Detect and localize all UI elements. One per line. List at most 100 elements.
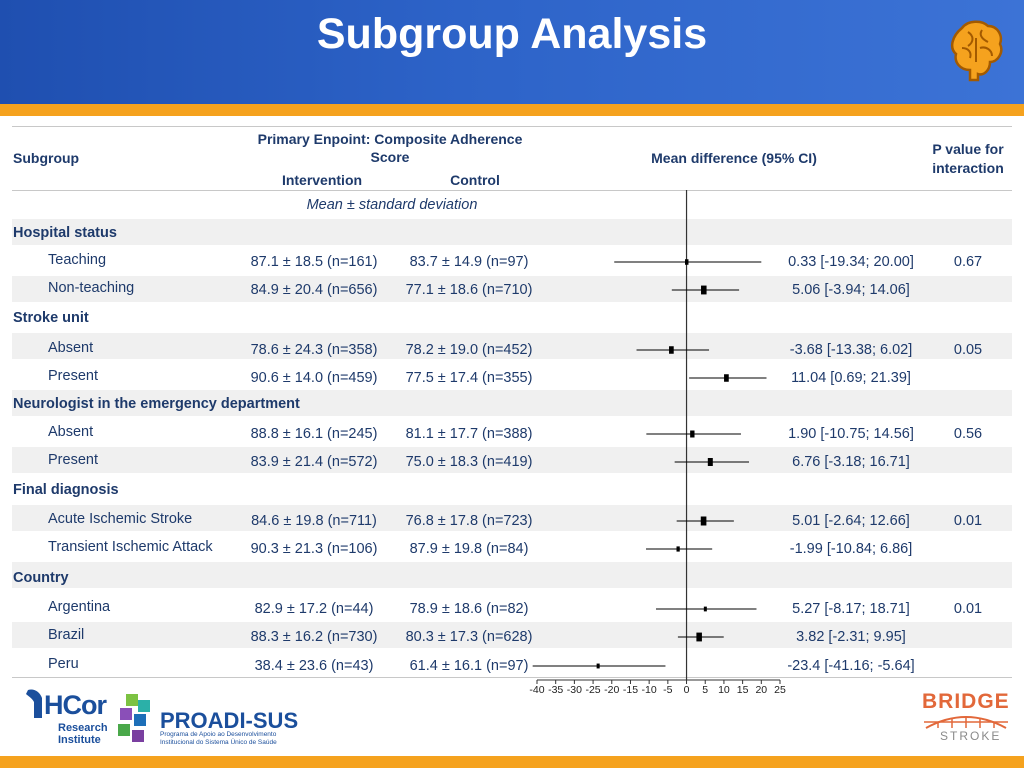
point-estimate xyxy=(703,606,707,612)
table-bottom-rule xyxy=(12,677,1012,678)
group-heading: Neurologist in the emergency department xyxy=(13,396,300,412)
p-interaction-value: 0.56 xyxy=(953,426,983,442)
mean-diff-ci: -23.4 [-41.16; -5.64] xyxy=(787,658,915,674)
intervention-value: 82.9 ± 17.2 (n=44) xyxy=(254,601,374,617)
mean-diff-header: Mean difference (95% CI) xyxy=(651,150,817,166)
table-top-rule xyxy=(12,126,1012,127)
control-value: 78.2 ± 19.0 (n=452) xyxy=(405,342,533,358)
row-band-3 xyxy=(12,390,1012,416)
intervention-value: 88.8 ± 16.1 (n=245) xyxy=(250,426,378,442)
intervention-value: 87.1 ± 18.5 (n=161) xyxy=(250,254,378,270)
stroke-wordmark: STROKE xyxy=(940,729,1002,743)
intervention-value: 88.3 ± 16.2 (n=730) xyxy=(250,629,378,645)
mean-diff-ci: 6.76 [-3.18; 16.71] xyxy=(792,454,910,470)
point-estimate xyxy=(690,430,695,438)
x-tick-label: -40 xyxy=(529,684,544,696)
pvalue-header-line1: P value for xyxy=(932,141,1004,157)
x-tick-label: 5 xyxy=(702,684,708,696)
x-tick-label: -5 xyxy=(663,684,672,696)
control-value: 61.4 ± 16.1 (n=97) xyxy=(409,658,529,674)
row-band-5 xyxy=(12,505,1012,531)
x-tick-label: 0 xyxy=(684,684,690,696)
control-value: 87.9 ± 19.8 (n=84) xyxy=(409,541,529,557)
point-estimate xyxy=(701,285,707,295)
proadi-cubes-icon xyxy=(118,694,150,742)
hcor-tagline-2: Institute xyxy=(58,734,101,746)
x-tick-label: -35 xyxy=(548,684,563,696)
mean-diff-ci: 5.06 [-3.94; 14.06] xyxy=(792,282,910,298)
hcor-tagline-1: Research xyxy=(58,722,108,734)
intervention-value: 78.6 ± 24.3 (n=358) xyxy=(250,342,378,358)
stat-note: Mean ± standard deviation xyxy=(306,197,478,213)
intervention-value: 84.9 ± 20.4 (n=656) xyxy=(250,282,378,298)
point-estimate xyxy=(700,516,707,526)
intervention-value: 84.6 ± 19.8 (n=711) xyxy=(251,513,377,529)
control-value: 83.7 ± 14.9 (n=97) xyxy=(409,254,529,270)
row-band-6 xyxy=(12,562,1012,588)
bridge-arch-icon xyxy=(924,716,1008,729)
x-tick-label: 15 xyxy=(737,684,749,696)
x-tick-label: 20 xyxy=(755,684,767,696)
group-heading: Country xyxy=(13,570,69,586)
p-interaction-value: 0.01 xyxy=(953,513,983,529)
point-estimate xyxy=(676,546,680,552)
group-heading: Hospital status xyxy=(13,225,117,241)
control-value: 80.3 ± 17.3 (n=628) xyxy=(405,629,533,645)
subgroup-label: Peru xyxy=(48,656,79,672)
group-heading: Stroke unit xyxy=(13,310,89,326)
pvalue-header-line2: interaction xyxy=(932,160,1004,176)
x-tick-label: 25 xyxy=(774,684,786,696)
intervention-value: 38.4 ± 23.6 (n=43) xyxy=(254,658,374,674)
control-value: 76.8 ± 17.8 (n=723) xyxy=(405,513,533,529)
mean-diff-ci: 0.33 [-19.34; 20.00] xyxy=(788,254,914,270)
p-interaction-value: 0.05 xyxy=(953,342,983,358)
mean-diff-ci: 1.90 [-10.75; 14.56] xyxy=(788,426,914,442)
x-tick-label: -15 xyxy=(623,684,638,696)
point-estimate xyxy=(724,374,729,382)
header-rule xyxy=(12,190,1012,191)
subgroup-header: Subgroup xyxy=(13,150,80,166)
x-tick-label: -20 xyxy=(604,684,619,696)
mean-diff-ci: 5.27 [-8.17; 18.71] xyxy=(792,601,910,617)
mean-diff-ci: 5.01 [-2.64; 12.66] xyxy=(792,513,910,529)
proadi-tagline-2: Institucional do Sistema Único de Saúde xyxy=(160,739,277,746)
subgroup-label: Teaching xyxy=(48,252,107,268)
row-band-4 xyxy=(12,447,1012,473)
control-value: 78.9 ± 18.6 (n=82) xyxy=(409,601,529,617)
point-estimate xyxy=(669,346,674,354)
row-band-7 xyxy=(12,622,1012,648)
intervention-value: 90.6 ± 14.0 (n=459) xyxy=(250,370,378,386)
point-estimate xyxy=(684,259,689,265)
subgroup-label: Present xyxy=(48,452,98,468)
x-tick-label: 10 xyxy=(718,684,730,696)
group-heading: Final diagnosis xyxy=(13,482,119,498)
mean-diff-ci: -3.68 [-13.38; 6.02] xyxy=(789,342,913,358)
page-title: Subgroup Analysis xyxy=(316,10,708,58)
header-accent-bar xyxy=(0,104,1024,116)
proadi-tagline-1: Programa de Apoio ao Desenvolvimento xyxy=(160,731,277,738)
footer-accent-bar xyxy=(0,756,1024,768)
point-estimate xyxy=(596,663,600,669)
mean-diff-ci: 3.82 [-2.31; 9.95] xyxy=(796,629,906,645)
hcor-heart-icon xyxy=(26,689,42,718)
hcor-wordmark: HCor xyxy=(44,690,107,720)
endpoint-header-line2: Score xyxy=(370,149,410,165)
brain-icon xyxy=(950,20,1003,82)
p-interaction-value: 0.67 xyxy=(953,254,983,270)
subgroup-label: Present xyxy=(48,368,98,384)
x-tick-label: -25 xyxy=(585,684,600,696)
subgroup-label: Brazil xyxy=(48,627,85,643)
control-value: 77.1 ± 18.6 (n=710) xyxy=(405,282,533,298)
bridge-wordmark: BRIDGE xyxy=(922,690,1010,713)
title-banner: Subgroup Analysis xyxy=(0,0,1024,104)
row-band-0 xyxy=(12,219,1012,245)
control-value: 77.5 ± 17.4 (n=355) xyxy=(405,370,533,386)
point-estimate xyxy=(707,458,713,466)
subgroup-label: Transient Ischemic Attack xyxy=(48,539,213,555)
row-band-1 xyxy=(12,276,1012,302)
endpoint-header-line1: Primary Enpoint: Composite Adherence xyxy=(257,131,523,147)
mean-diff-ci: -1.99 [-10.84; 6.86] xyxy=(789,541,913,557)
control-value: 75.0 ± 18.3 (n=419) xyxy=(405,454,533,470)
intervention-value: 83.9 ± 21.4 (n=572) xyxy=(250,454,378,470)
